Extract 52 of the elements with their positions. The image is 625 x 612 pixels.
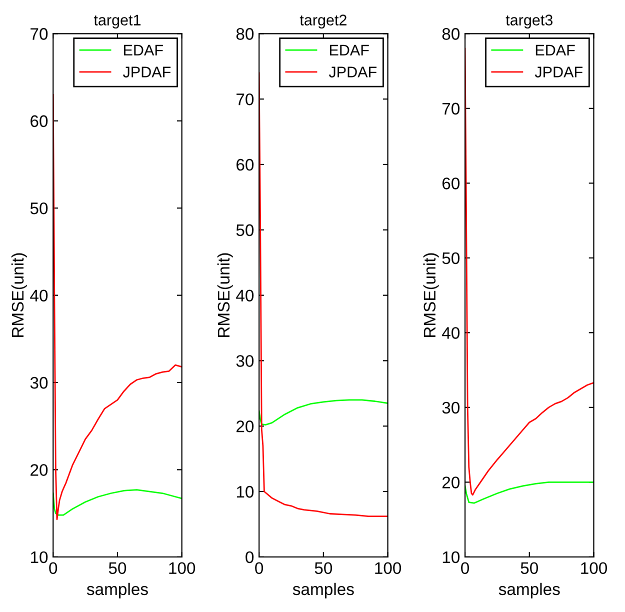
y-tick-label: 20 xyxy=(236,420,254,432)
y-tick-label: 70 xyxy=(442,102,460,115)
y-tick-label: 70 xyxy=(236,93,254,106)
x-axis-title: samples xyxy=(86,582,148,598)
x-tick-label: 100 xyxy=(169,562,196,574)
y-axis-title: RMSE(unit) xyxy=(423,253,439,337)
legend-label: EDAF xyxy=(124,44,163,56)
chart-title: target3 xyxy=(506,14,553,28)
y-tick-label: 50 xyxy=(442,252,460,264)
x-tick-label: 50 xyxy=(108,562,126,574)
x-tick-label: 100 xyxy=(375,562,402,574)
y-tick-label: 40 xyxy=(442,327,460,339)
x-tick-label: 0 xyxy=(255,562,264,574)
y-tick-label: 10 xyxy=(236,486,254,498)
legend-label: JPDAF xyxy=(328,66,376,78)
legend-label: JPDAF xyxy=(534,66,582,78)
line-series xyxy=(53,94,182,520)
chart-title: target1 xyxy=(94,14,141,28)
y-tick-label: 40 xyxy=(236,290,254,302)
x-tick-label: 0 xyxy=(461,562,470,574)
y-tick-label: 20 xyxy=(442,476,460,488)
y-tick-label: 30 xyxy=(236,355,254,367)
legend-label: EDAF xyxy=(330,44,369,56)
y-tick-label: 10 xyxy=(31,551,48,564)
x-tick-label: 0 xyxy=(49,562,58,574)
y-tick-label: 60 xyxy=(30,115,48,128)
y-tick-label: 60 xyxy=(442,178,460,190)
y-tick-label: 50 xyxy=(236,224,254,236)
y-axis-title: RMSE(unit) xyxy=(217,253,233,337)
y-tick-label: 80 xyxy=(442,28,460,40)
x-axis-title: samples xyxy=(292,582,354,598)
y-tick-label: 60 xyxy=(236,158,254,171)
x-tick-label: 100 xyxy=(581,562,608,574)
legend-label: EDAF xyxy=(536,44,575,56)
x-axis-title: samples xyxy=(498,582,560,598)
line-series xyxy=(53,489,182,516)
y-tick-label: 0 xyxy=(246,551,254,564)
line-series xyxy=(259,399,388,426)
y-tick-label: 10 xyxy=(442,551,460,564)
y-tick-label: 30 xyxy=(30,376,48,389)
y-tick-label: 80 xyxy=(236,28,254,40)
legend-label: JPDAF xyxy=(123,66,171,78)
y-tick-label: 20 xyxy=(30,464,48,476)
x-tick-label: 50 xyxy=(520,562,538,574)
line-series xyxy=(465,481,594,504)
chart-title: target2 xyxy=(300,14,346,28)
y-tick-label: 30 xyxy=(442,402,460,414)
y-tick-label: 50 xyxy=(30,202,48,214)
y-axis-title: RMSE(unit) xyxy=(11,253,27,337)
x-tick-label: 50 xyxy=(314,562,332,574)
y-tick-label: 70 xyxy=(30,28,48,40)
y-tick-label: 40 xyxy=(30,290,48,302)
